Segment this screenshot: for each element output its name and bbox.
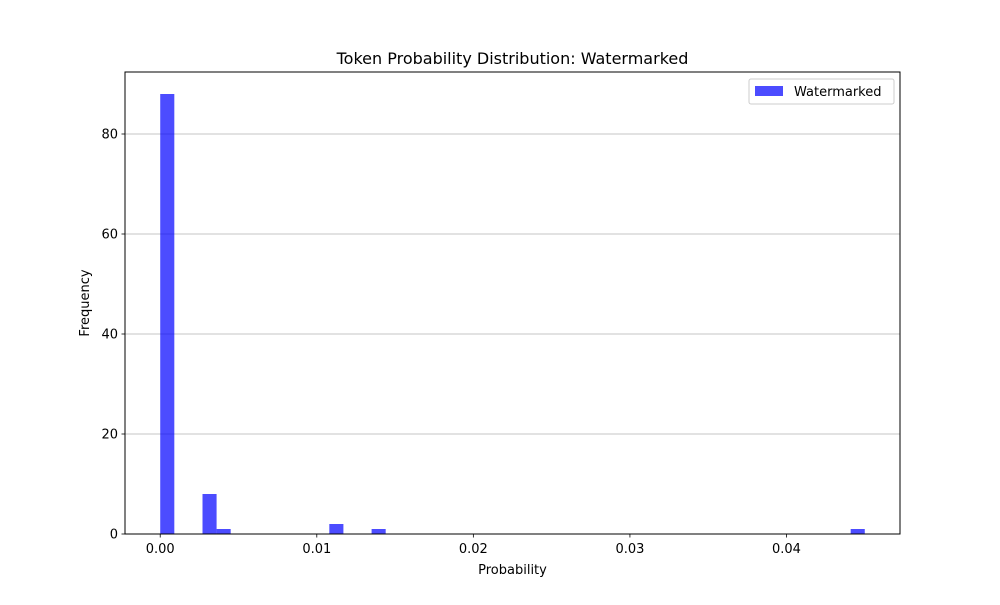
legend: Watermarked xyxy=(748,78,895,105)
x-tick-label: 0.04 xyxy=(772,542,801,557)
y-tick-label: 60 xyxy=(101,228,118,243)
legend-swatch xyxy=(755,86,783,96)
histogram-bar xyxy=(202,494,217,534)
plot-area-frame xyxy=(124,71,901,535)
y-tick-label: 0 xyxy=(110,528,118,543)
x-axis-ticks: 0.00 0.01 0.02 0.03 0.04 xyxy=(146,534,801,557)
histogram-bar xyxy=(216,529,231,534)
y-tick-label: 40 xyxy=(101,328,118,343)
histogram-bar xyxy=(160,94,175,534)
histogram-bar xyxy=(850,529,865,534)
grid-lines xyxy=(125,133,900,435)
x-tick-label: 0.00 xyxy=(146,542,175,557)
x-tick-label: 0.02 xyxy=(459,542,488,557)
legend-box xyxy=(748,78,895,105)
y-tick-label: 80 xyxy=(101,128,118,143)
x-tick-label: 0.01 xyxy=(302,542,331,557)
histogram-bar xyxy=(329,524,344,534)
chart-title: Token Probability Distribution: Watermar… xyxy=(336,49,689,68)
y-tick-label: 20 xyxy=(101,428,118,443)
histogram-bars xyxy=(160,94,865,534)
histogram-bar xyxy=(371,529,386,534)
y-axis-label: Frequency xyxy=(78,269,93,336)
x-tick-label: 0.03 xyxy=(615,542,644,557)
legend-label: Watermarked xyxy=(794,85,882,100)
x-axis-label: Probability xyxy=(478,563,547,578)
y-axis-ticks: 0 20 40 60 80 xyxy=(101,128,125,543)
